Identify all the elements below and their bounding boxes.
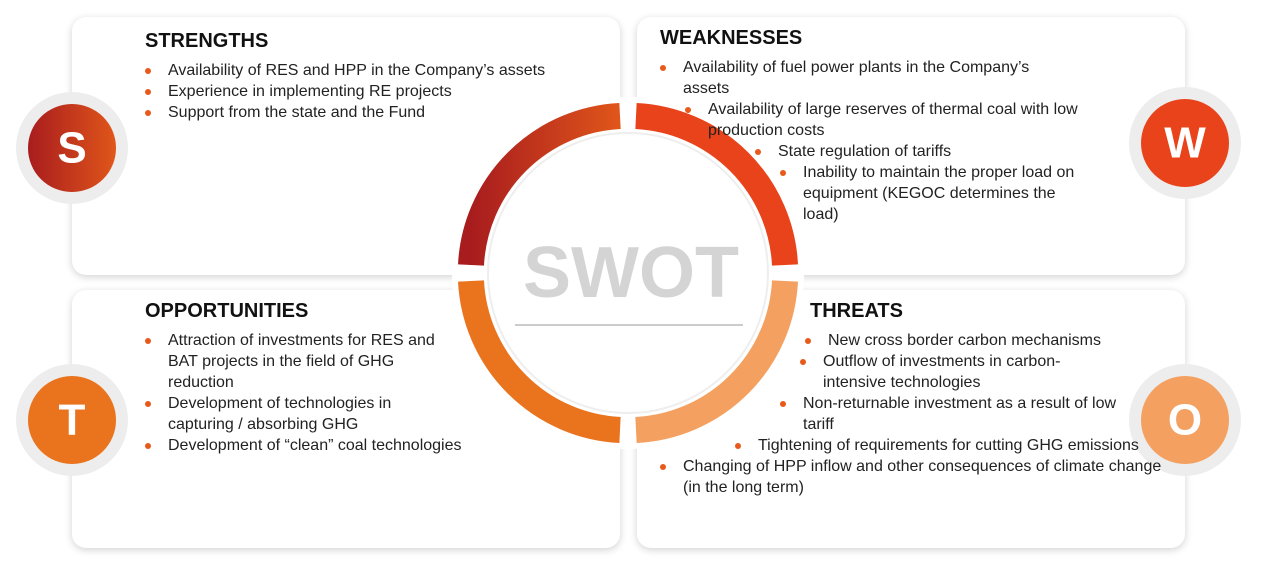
ring-segment [635, 280, 798, 443]
item: Development of technologies in capturing… [143, 393, 408, 435]
item: Experience in implementing RE projects [143, 81, 593, 102]
badge [1141, 99, 1229, 187]
item: Availability of large reserves of therma… [683, 99, 1088, 141]
item: Availability of fuel power plants in the… [658, 57, 1063, 99]
badge [28, 376, 116, 464]
list: Attraction of investments for RES and BA… [143, 330, 513, 456]
list: Availability of RES and HPP in the Compa… [143, 60, 593, 123]
item: Changing of HPP inflow and other consequ… [658, 456, 1163, 498]
item: Attraction of investments for RES and BA… [143, 330, 458, 393]
badge [1141, 376, 1229, 464]
item: Tightening of requirements for cutting G… [733, 435, 1158, 456]
ring-segment [458, 280, 621, 443]
badge-letter: O [1168, 396, 1202, 445]
item: Availability of RES and HPP in the Compa… [143, 60, 593, 81]
item: Development of “clean” coal technologies [143, 435, 513, 456]
ring-segment [635, 103, 798, 266]
center-circle [487, 132, 769, 414]
list: New cross border carbon mechanisms Outfl… [658, 330, 1161, 498]
item: Outflow of investments in carbon-intensi… [798, 351, 1123, 393]
center-label: SWOT [523, 233, 739, 313]
title: STRENGTHS [145, 30, 269, 52]
badge-letter: S [57, 124, 86, 173]
item: Support from the state and the Fund [143, 102, 593, 123]
ring-segment [458, 103, 621, 266]
badge [28, 104, 116, 192]
item: Non-returnable investment as a result of… [778, 393, 1143, 435]
badge-letter: T [59, 396, 86, 445]
item: State regulation of tariffs [753, 141, 1058, 162]
title: WEAKNESSES [660, 27, 803, 49]
title: THREATS [810, 300, 903, 322]
title: OPPORTUNITIES [145, 300, 309, 322]
badge-letter: W [1164, 119, 1206, 168]
list: Availability of fuel power plants in the… [658, 57, 1118, 225]
item: New cross border carbon mechanisms [803, 330, 1148, 351]
item: Inability to maintain the proper load on… [778, 162, 1083, 225]
